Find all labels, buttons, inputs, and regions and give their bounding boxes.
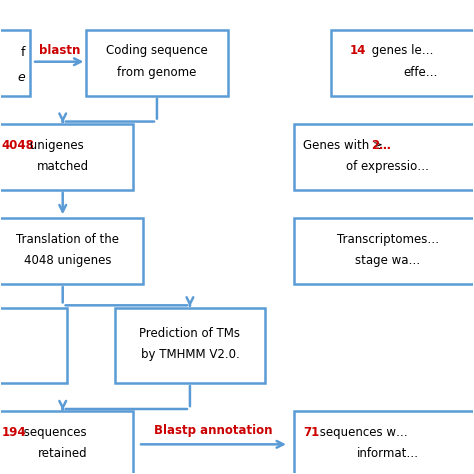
Text: Translation of the: Translation of the [16,233,119,246]
Text: effe…: effe… [403,65,438,79]
Text: Blastp annotation: Blastp annotation [154,424,273,437]
Text: Genes with ≥: Genes with ≥ [303,138,383,152]
Text: blastn: blastn [39,45,80,57]
Text: sequences w…: sequences w… [316,426,408,439]
Text: matched: matched [36,160,89,173]
FancyBboxPatch shape [293,124,474,190]
FancyBboxPatch shape [0,411,133,474]
FancyBboxPatch shape [0,30,30,96]
Text: informat…: informat… [357,447,419,460]
Text: by TMHMM V2.0.: by TMHMM V2.0. [141,348,239,361]
FancyBboxPatch shape [293,411,474,474]
FancyBboxPatch shape [293,218,474,284]
Text: from genome: from genome [117,65,197,79]
Text: 2…: 2… [371,138,391,152]
Text: 194: 194 [1,426,26,439]
Text: sequences: sequences [20,426,87,439]
Text: stage wa…: stage wa… [355,254,420,267]
FancyBboxPatch shape [86,30,228,96]
Text: retained: retained [38,447,88,460]
FancyBboxPatch shape [115,308,265,383]
Text: Prediction of TMs: Prediction of TMs [139,327,240,340]
Text: 71: 71 [303,426,319,439]
Text: f: f [20,46,25,59]
Text: unigenes: unigenes [26,138,84,152]
FancyBboxPatch shape [0,218,143,284]
FancyBboxPatch shape [0,308,67,383]
Text: 14: 14 [350,45,366,57]
FancyBboxPatch shape [331,30,474,96]
Text: Coding sequence: Coding sequence [106,45,208,57]
Text: Transcriptomes…: Transcriptomes… [337,233,439,246]
Text: of expressio…: of expressio… [346,160,429,173]
Text: 4048: 4048 [1,138,34,152]
FancyBboxPatch shape [0,124,133,190]
Text: genes le…: genes le… [368,45,434,57]
Text: 4048 unigenes: 4048 unigenes [24,254,111,267]
Text: e: e [17,71,25,84]
